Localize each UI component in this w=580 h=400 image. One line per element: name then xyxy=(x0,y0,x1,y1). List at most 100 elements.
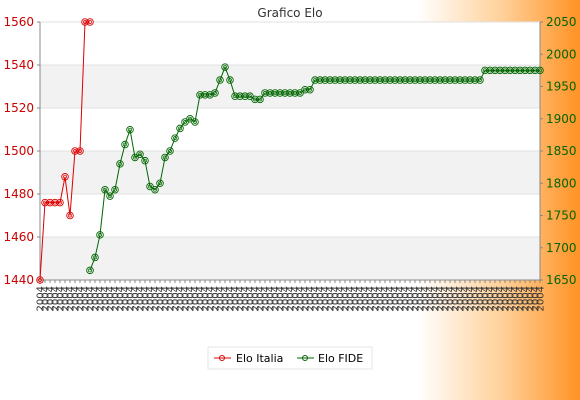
x-tick-label: 2004 xyxy=(206,286,217,311)
data-point-inner-fide xyxy=(213,90,217,95)
x-tick-label: 2004 xyxy=(301,286,312,311)
x-tick-label: 2004 xyxy=(431,286,442,311)
x-tick-label: 2004 xyxy=(71,286,82,311)
data-point-inner-italia xyxy=(38,278,42,282)
series-layer xyxy=(36,18,544,284)
left-tick-label: 1440 xyxy=(3,273,34,287)
x-tick-label: 2004 xyxy=(306,286,317,311)
x-tick-label: 2004 xyxy=(376,286,387,311)
x-tick-label: 2004 xyxy=(296,286,307,311)
data-point-italia xyxy=(36,276,44,284)
x-tick-label: 2004 xyxy=(156,286,167,311)
x-tick-label: 2004 xyxy=(276,286,287,311)
data-point-fide xyxy=(206,91,214,99)
right-tick-label: 1750 xyxy=(546,209,577,223)
x-tick-label: 2004 xyxy=(271,286,282,311)
data-point-fide xyxy=(171,134,179,142)
x-tick-label: 2004 xyxy=(241,286,252,311)
data-point-inner-fide xyxy=(538,68,542,73)
x-tick-label: 2004 xyxy=(96,286,107,311)
x-tick-label: 2004 xyxy=(336,286,347,311)
x-tick-label: 2004 xyxy=(36,286,47,311)
x-tick-label: 2004 xyxy=(146,286,157,311)
data-point-inner-fide xyxy=(248,94,252,99)
x-tick-label: 2004 xyxy=(406,286,417,311)
data-point-inner-italia xyxy=(63,174,67,179)
data-point-inner-fide xyxy=(168,149,172,153)
x-tick-label: 2004 xyxy=(231,286,242,311)
data-point-inner-fide xyxy=(113,187,117,192)
data-point-italia xyxy=(76,147,84,155)
x-tick-label: 2004 xyxy=(341,286,352,311)
data-point-inner-italia xyxy=(68,213,72,218)
data-point-inner-fide xyxy=(218,78,222,83)
data-point-inner-italia xyxy=(88,20,92,24)
data-point-fide xyxy=(151,185,159,194)
data-point-inner-fide xyxy=(258,97,262,102)
data-point-inner-fide xyxy=(88,268,92,273)
x-tick-label: 2004 xyxy=(436,286,447,311)
x-tick-label: 2004 xyxy=(411,286,422,311)
data-point-fide xyxy=(121,140,129,149)
data-point-inner-fide xyxy=(478,78,482,83)
data-point-fide xyxy=(536,66,544,75)
x-tick-label: 2004 xyxy=(131,286,142,311)
data-point-inner-fide xyxy=(108,194,112,199)
right-tick-label: 2050 xyxy=(546,15,577,29)
x-tick-label: 2004 xyxy=(326,286,337,311)
data-point-fide xyxy=(216,76,224,84)
x-tick-label: 2004 xyxy=(116,286,127,311)
legend-label-italia: Elo Italia xyxy=(236,352,283,365)
x-tick-label: 2004 xyxy=(456,286,467,311)
x-tick-label: 2004 xyxy=(51,286,62,311)
x-tick-label: 2004 xyxy=(391,286,402,311)
data-point-fide xyxy=(96,231,104,239)
x-tick-label: 2004 xyxy=(471,286,482,311)
x-tick-label: 2004 xyxy=(496,286,507,311)
data-point-inner-fide xyxy=(208,92,212,97)
left-tick-label: 1460 xyxy=(3,230,34,244)
data-point-inner-italia xyxy=(78,149,82,153)
x-tick-label: 2004 xyxy=(256,286,267,311)
left-axis-ticks: 1440 1460 1480 1500 1520 1540 1560 xyxy=(3,15,40,287)
legend-marker-italia xyxy=(219,355,225,361)
data-point-fide xyxy=(126,125,134,134)
data-point-fide xyxy=(91,253,99,262)
x-tick-label: 2004 xyxy=(251,286,262,311)
legend-item-italia[interactable]: Elo Italia xyxy=(214,352,283,365)
data-point-italia xyxy=(56,198,64,207)
x-tick-label: 2004 xyxy=(66,286,77,311)
legend-box xyxy=(207,346,373,370)
legend-label-fide: Elo FIDE xyxy=(318,352,363,365)
x-tick-label: 2004 xyxy=(486,286,497,311)
data-point-inner-fide xyxy=(163,155,167,160)
x-tick-label: 2004 xyxy=(506,286,517,311)
data-point-inner-fide xyxy=(148,184,152,189)
right-tick-label: 1650 xyxy=(546,273,577,287)
x-tick-label: 2004 xyxy=(161,286,172,311)
chart-title: Grafico Elo xyxy=(257,6,322,20)
data-point-inner-fide xyxy=(123,142,127,147)
data-point-inner-fide xyxy=(298,90,302,95)
legend-item-fide[interactable]: Elo FIDE xyxy=(297,352,363,365)
x-tick-label: 2004 xyxy=(531,286,542,311)
data-point-fide xyxy=(86,266,94,275)
data-point-fide xyxy=(116,160,124,168)
x-tick-label: 2004 xyxy=(396,286,407,311)
x-tick-label: 2004 xyxy=(196,286,207,311)
data-point-inner-fide xyxy=(93,255,97,260)
x-tick-label: 2004 xyxy=(356,286,367,311)
x-tick-label: 2004 xyxy=(261,286,272,311)
x-tick-label: 2004 xyxy=(61,286,72,311)
x-tick-label: 2004 xyxy=(46,286,57,311)
x-tick-label: 2004 xyxy=(56,286,67,311)
data-point-inner-fide xyxy=(158,181,162,186)
series-line-fide xyxy=(89,65,540,271)
data-point-fide xyxy=(156,179,164,187)
x-tick-label: 2004 xyxy=(186,286,197,311)
x-tick-label: 2004 xyxy=(76,286,87,311)
x-tick-label: 2004 xyxy=(451,286,462,311)
data-point-inner-fide xyxy=(118,161,122,166)
x-tick-label: 2004 xyxy=(511,286,522,311)
